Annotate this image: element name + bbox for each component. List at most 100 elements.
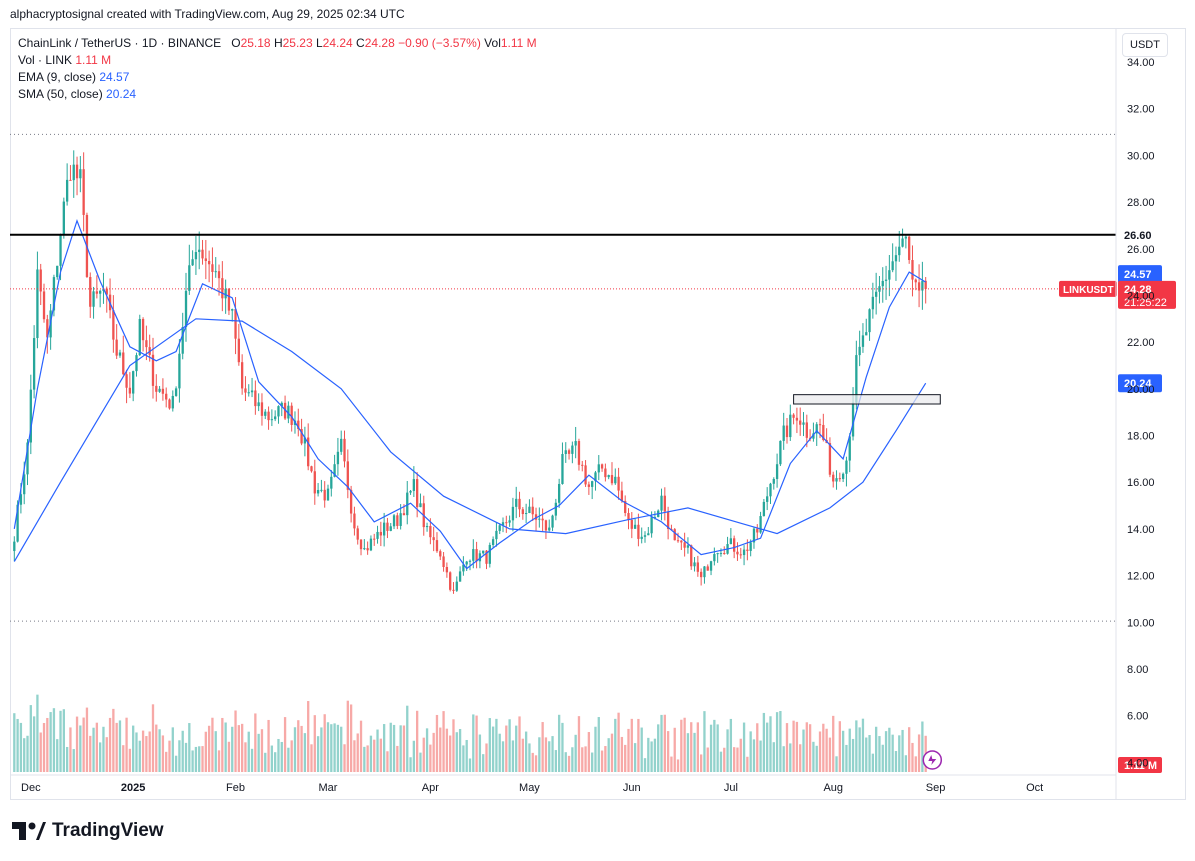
volume-bar xyxy=(69,727,72,772)
candle-body xyxy=(425,526,429,528)
volume-bar xyxy=(868,735,871,772)
symbol-name[interactable]: ChainLink / TetherUS · 1D · BINANCE xyxy=(18,36,222,50)
candle-body xyxy=(581,464,584,466)
candle-body xyxy=(838,478,841,480)
candle-body xyxy=(878,286,881,292)
candle-body xyxy=(330,476,333,489)
candle-body xyxy=(75,164,79,179)
chart-frame[interactable] xyxy=(10,28,1186,800)
volume-bar xyxy=(779,711,782,772)
candle-body xyxy=(706,566,709,571)
volume-bar xyxy=(260,729,264,772)
volume-bar xyxy=(277,738,280,772)
candle-body xyxy=(789,414,792,438)
candle-body xyxy=(432,537,435,541)
volume-bar xyxy=(184,742,188,772)
volume-bar xyxy=(237,725,241,772)
candle-body xyxy=(643,535,647,537)
candle-body xyxy=(36,269,39,339)
volume-bar xyxy=(709,724,713,772)
volume-bar xyxy=(482,754,485,772)
candle-body xyxy=(455,581,458,591)
volume-bar xyxy=(336,724,340,772)
candle-body xyxy=(260,402,264,416)
candle-body xyxy=(211,264,214,272)
indicator-lines xyxy=(13,218,927,570)
volume-bar xyxy=(174,755,178,772)
volume-bar xyxy=(802,729,805,772)
volume-bar xyxy=(419,752,422,772)
volume-bar xyxy=(891,734,894,772)
candle-body xyxy=(280,402,283,407)
volume-bar xyxy=(841,730,845,772)
candle-body xyxy=(165,393,168,400)
candle-body xyxy=(369,538,373,551)
candle-body xyxy=(845,460,848,474)
volume-bar xyxy=(102,726,105,772)
volume-bar xyxy=(789,743,792,772)
legend-volume-row[interactable]: Vol · LINK 1.11 M xyxy=(18,52,537,69)
resistance-label: 26.60 xyxy=(1124,230,1152,242)
volume-bar xyxy=(141,730,145,772)
candle-body xyxy=(554,502,558,516)
candle-body xyxy=(92,291,95,307)
candle-body xyxy=(488,544,491,564)
candle-body xyxy=(544,520,548,531)
y-tick-label: 18.00 xyxy=(1127,431,1155,443)
candle-body xyxy=(283,402,287,419)
volume-bar xyxy=(198,746,201,772)
candle-body xyxy=(32,338,36,390)
currency-button[interactable]: USDT xyxy=(1122,33,1168,57)
candle-body xyxy=(564,450,567,455)
candle-body xyxy=(779,440,782,465)
change-value: −0.90 (−3.57%) xyxy=(398,36,481,50)
candle-body xyxy=(39,269,42,292)
volume-bar xyxy=(290,740,293,772)
candle-body xyxy=(320,489,323,491)
candle-body xyxy=(782,425,785,441)
volume-bar xyxy=(468,758,472,772)
volume-bar xyxy=(898,735,901,772)
volume-bar xyxy=(264,752,267,772)
volume-bar xyxy=(340,726,343,772)
candle-body xyxy=(386,522,389,531)
volume-bar xyxy=(706,747,709,772)
candle-body xyxy=(663,495,666,512)
volume-bar xyxy=(901,729,904,772)
x-tick-label: Dec xyxy=(21,782,41,794)
candle-body xyxy=(818,424,822,426)
candle-body xyxy=(548,527,551,531)
y-tick-label: 16.00 xyxy=(1127,477,1155,489)
candle-body xyxy=(676,540,680,542)
volume-bar xyxy=(855,720,858,772)
candle-body xyxy=(178,353,181,389)
legend-sma-row[interactable]: SMA (50, close) 20.24 xyxy=(18,86,537,103)
candle-body xyxy=(174,388,178,396)
y-tick-label: 4.00 xyxy=(1127,757,1148,769)
volume-bar xyxy=(135,732,138,772)
candle-body xyxy=(128,387,132,394)
volume-bar xyxy=(693,732,696,772)
low-label: L xyxy=(315,36,323,50)
volume-bar xyxy=(742,722,746,772)
candle-body xyxy=(898,246,901,256)
volume-bar xyxy=(217,750,221,772)
candle-body xyxy=(495,530,498,540)
candle-body xyxy=(521,509,524,515)
candle-body xyxy=(491,539,495,545)
volume-bar xyxy=(511,740,515,772)
volume-bar xyxy=(587,732,591,772)
legend-ema-row[interactable]: EMA (9, close) 24.57 xyxy=(18,69,537,86)
volume-bar xyxy=(508,719,511,772)
volume-bar xyxy=(719,751,723,772)
candle-body xyxy=(42,291,46,320)
ema-price-label-bg xyxy=(1118,265,1162,284)
open-value: 25.18 xyxy=(240,36,271,50)
candle-body xyxy=(567,450,571,454)
symbol-tag: LINKUSDT xyxy=(1063,285,1114,296)
candle-body xyxy=(630,519,633,529)
candle-body xyxy=(713,554,716,562)
axes: 4.00 6.00 8.00 10.00 12.00 14.00 16.00 18.00 20.… xyxy=(10,29,1155,800)
volume-bar xyxy=(366,745,369,772)
